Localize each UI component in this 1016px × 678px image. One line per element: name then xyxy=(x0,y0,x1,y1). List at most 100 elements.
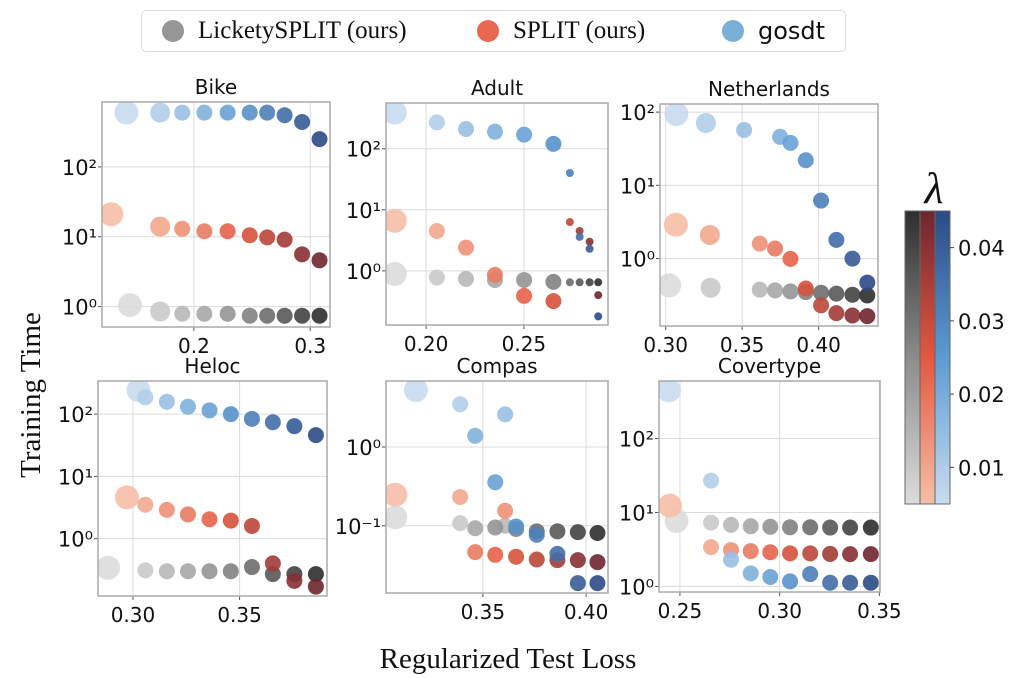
data-point-licketysplit xyxy=(117,293,142,318)
data-point-split xyxy=(386,208,407,233)
data-point-licketysplit xyxy=(201,563,218,580)
colorbar-tick-label: 0.02 xyxy=(958,383,1005,407)
data-point-gosdt xyxy=(452,396,469,413)
x-tick-label: 0.35 xyxy=(461,600,506,624)
data-point-split xyxy=(386,482,408,507)
data-point-gosdt xyxy=(545,135,562,152)
data-point-gosdt xyxy=(174,104,191,121)
data-point-licketysplit xyxy=(569,524,586,541)
legend-label: SPLIT (ours) xyxy=(513,17,646,44)
data-point-licketysplit xyxy=(782,519,799,536)
data-point-split xyxy=(243,517,260,534)
data-point-licketysplit xyxy=(723,516,740,533)
panel-bike: 0.2 0.3 10⁰ 10¹ 10² Bike xyxy=(62,75,331,358)
data-point-gosdt xyxy=(594,312,603,321)
data-point-split xyxy=(575,226,584,235)
data-point-split xyxy=(703,539,720,556)
data-point-split xyxy=(862,546,879,563)
y-tick-label: 10⁰ xyxy=(620,248,655,272)
data-point-licketysplit xyxy=(174,305,191,322)
panel-title: Compas xyxy=(456,354,537,378)
data-point-licketysplit xyxy=(294,307,311,324)
data-point-gosdt xyxy=(137,389,154,406)
scatter-points xyxy=(102,102,328,324)
y-tick-label: 10¹ xyxy=(619,501,654,525)
panel-netherlands: 0.30 0.35 0.40 10⁰ 10¹ 10² Netherlands xyxy=(620,77,879,357)
x-tick-label: 0.35 xyxy=(857,599,902,623)
data-point-licketysplit xyxy=(828,285,845,302)
data-point-split xyxy=(241,227,258,244)
colorbar-tick-label: 0.03 xyxy=(958,310,1005,334)
plot-frame xyxy=(101,101,331,328)
x-tick-label: 0.25 xyxy=(658,599,703,623)
colorbar: 0.01 0.02 0.03 0.04 xyxy=(904,210,1005,505)
data-point-gosdt xyxy=(736,121,753,138)
data-point-gosdt xyxy=(575,232,584,241)
x-tick-label: 0.40 xyxy=(796,333,841,357)
data-point-gosdt xyxy=(467,427,484,444)
data-point-gosdt xyxy=(307,427,324,444)
data-point-licketysplit xyxy=(452,515,469,532)
data-point-licketysplit xyxy=(386,505,408,530)
colorbar-tick-label: 0.01 xyxy=(958,456,1005,480)
data-point-gosdt xyxy=(150,102,171,123)
data-point-licketysplit xyxy=(219,305,236,322)
data-point-split xyxy=(663,212,688,237)
y-tick-label: 10² xyxy=(62,156,97,180)
x-tick-label: 0.30 xyxy=(111,603,156,627)
data-point-gosdt xyxy=(742,565,759,582)
data-point-split xyxy=(594,291,603,300)
x-tick-label: 0.2 xyxy=(178,334,210,358)
data-point-split xyxy=(114,485,139,510)
data-point-licketysplit xyxy=(575,278,584,287)
data-point-gosdt xyxy=(528,526,545,543)
data-point-gosdt xyxy=(114,102,139,125)
legend-item-gosdt: gosdt xyxy=(722,11,825,51)
data-point-split xyxy=(264,555,281,572)
data-point-licketysplit xyxy=(311,307,328,324)
data-point-split xyxy=(158,501,175,518)
panel-title: Netherlands xyxy=(708,77,830,101)
data-point-gosdt xyxy=(589,575,606,592)
panel-adult: 0.20 0.25 10⁰ 10¹ 10² Adult xyxy=(346,76,609,356)
plot-frame xyxy=(659,103,879,327)
y-tick-label: 10⁰ xyxy=(346,436,381,460)
data-point-gosdt xyxy=(428,114,445,131)
data-point-gosdt xyxy=(813,192,830,209)
legend-marker-icon xyxy=(477,20,499,42)
plot-frame xyxy=(97,380,328,597)
data-point-split xyxy=(528,551,545,568)
data-point-licketysplit xyxy=(243,559,260,576)
data-point-split xyxy=(659,493,682,518)
legend-marker-icon xyxy=(722,20,744,42)
data-point-split xyxy=(452,488,469,505)
x-tick-label: 0.40 xyxy=(564,600,609,624)
data-point-gosdt xyxy=(386,103,407,125)
legend-marker-icon xyxy=(162,20,184,42)
plot-frame xyxy=(385,380,609,594)
panel-compas: 0.35 0.40 10⁻¹ 10⁰ Compas xyxy=(335,354,609,624)
data-point-gosdt xyxy=(762,569,779,586)
data-point-split xyxy=(467,544,484,561)
y-tick-label: 10¹ xyxy=(620,174,655,198)
data-point-split xyxy=(497,502,514,519)
data-point-licketysplit xyxy=(276,307,293,324)
data-point-licketysplit xyxy=(589,524,606,541)
data-point-split xyxy=(585,237,594,246)
data-point-licketysplit xyxy=(137,562,154,579)
scatter-points xyxy=(386,103,603,321)
x-tick-label: 0.25 xyxy=(502,332,547,356)
data-point-licketysplit xyxy=(457,270,474,287)
data-point-licketysplit xyxy=(859,287,876,304)
data-point-licketysplit xyxy=(742,518,759,535)
data-point-gosdt xyxy=(859,274,876,291)
data-point-licketysplit xyxy=(762,518,779,535)
data-point-split xyxy=(457,239,474,256)
data-point-split xyxy=(565,218,574,227)
data-point-licketysplit xyxy=(767,282,784,299)
panel-title: Heloc xyxy=(184,354,240,378)
data-point-licketysplit xyxy=(307,566,324,583)
data-point-split xyxy=(813,297,830,314)
data-point-licketysplit xyxy=(862,519,879,536)
data-point-gosdt xyxy=(508,518,525,535)
